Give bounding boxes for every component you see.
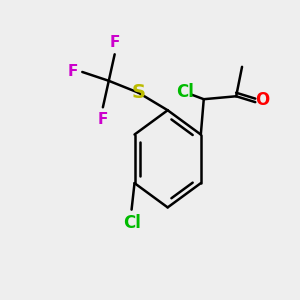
Text: O: O	[256, 92, 270, 110]
Text: F: F	[110, 35, 120, 50]
Text: Cl: Cl	[123, 214, 140, 232]
Text: S: S	[131, 83, 145, 102]
Text: F: F	[98, 112, 108, 127]
Text: Cl: Cl	[176, 83, 194, 101]
Text: F: F	[68, 64, 78, 80]
